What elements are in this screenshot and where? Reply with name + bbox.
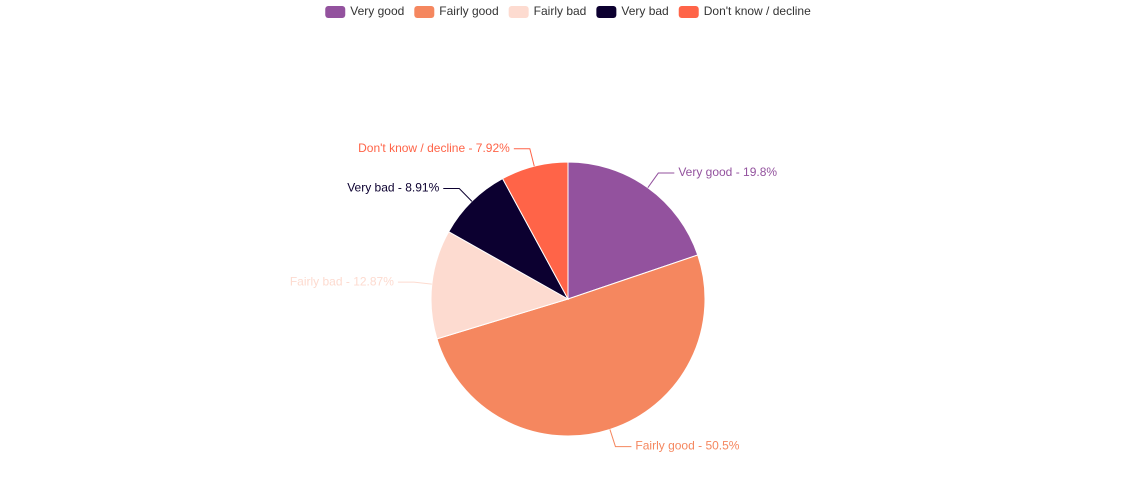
legend-label: Don't know / decline <box>704 4 811 18</box>
legend: Very good Fairly good Fairly bad Very bad Do… <box>325 4 811 18</box>
pie-slice <box>436 254 706 437</box>
legend-item: Fairly bad <box>508 4 587 18</box>
data-label: Fairly bad - 12.87% <box>290 274 394 288</box>
legend-label: Very good <box>350 4 404 18</box>
legend-label: Very bad <box>621 4 668 18</box>
legend-item: Very bad <box>596 4 669 18</box>
pie-slice <box>501 161 569 300</box>
data-label: Very good - 19.8% <box>678 165 777 179</box>
pie-slice <box>567 161 699 300</box>
legend-swatch <box>325 6 346 18</box>
legend-label: Fairly good <box>439 4 498 18</box>
legend-item: Very good <box>325 4 404 18</box>
label-line <box>647 172 675 188</box>
legend-item: Don't know / decline <box>678 4 811 18</box>
label-line <box>513 148 535 167</box>
data-label: Don't know / decline - 7.92% <box>358 141 510 155</box>
legend-swatch <box>678 6 699 18</box>
legend-item: Fairly good <box>414 4 499 18</box>
legend-swatch <box>414 6 435 18</box>
legend-swatch <box>508 6 529 18</box>
data-label: Fairly good - 50.5% <box>635 439 739 453</box>
data-label: Very bad - 8.91% <box>347 181 439 195</box>
legend-swatch <box>596 6 617 18</box>
label-line <box>397 281 432 285</box>
label-line <box>443 188 473 202</box>
legend-label: Fairly bad <box>534 4 587 18</box>
label-line <box>609 429 632 448</box>
